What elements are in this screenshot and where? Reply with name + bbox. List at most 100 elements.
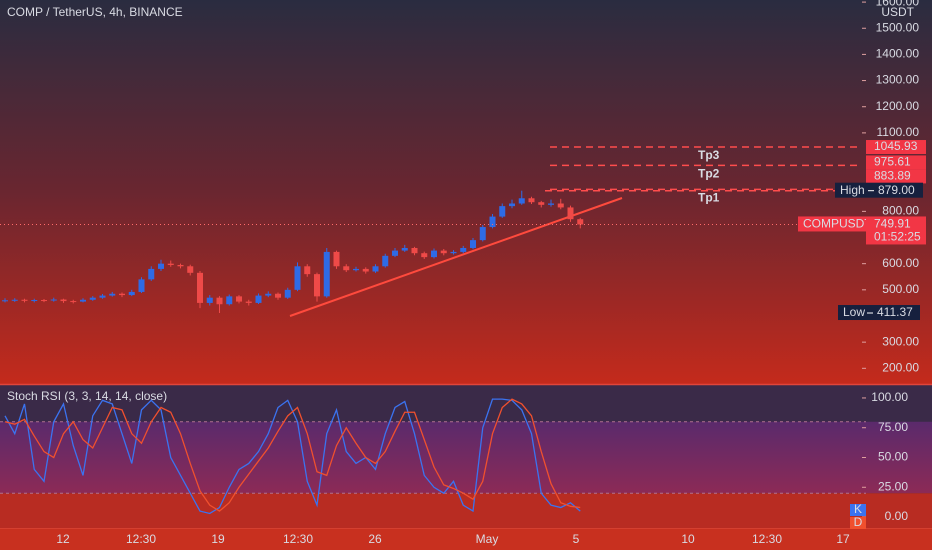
candle-body (177, 264, 184, 267)
y-tick-label: 600.00 (882, 256, 919, 270)
candle-body (245, 301, 252, 303)
x-tick-label: 12:30 (126, 532, 156, 546)
candle-body (392, 250, 398, 256)
countdown: 01:52:25 (874, 230, 921, 244)
candle-body (275, 293, 281, 298)
target-price: 975.61 (874, 155, 911, 169)
y-tick-label: 1300.00 (876, 73, 920, 87)
candle-body (499, 206, 506, 217)
candle-body (372, 266, 379, 272)
candle-body (431, 250, 437, 258)
candle-body (158, 263, 164, 269)
y-tick-label: 0.00 (885, 509, 909, 523)
x-tick-label: 12 (56, 532, 70, 546)
high-label: High (840, 183, 865, 197)
y-tick-label: 1200.00 (876, 99, 920, 113)
candle-body (362, 268, 369, 272)
candle-body (557, 203, 564, 208)
rsi-band (0, 421, 932, 494)
legend-label: D (854, 515, 863, 529)
candle-body (440, 250, 447, 254)
candle-body (109, 293, 116, 296)
candle-body (11, 299, 18, 301)
legend-swatch (850, 504, 866, 516)
x-tick-label: May (476, 532, 499, 546)
candle-body (31, 300, 38, 302)
candle-body (119, 293, 125, 296)
candle-body (470, 240, 476, 248)
candle-body (216, 297, 223, 305)
y-tick-label: 1600.00 (876, 0, 920, 8)
candle-body (489, 216, 496, 228)
candle-body (80, 299, 86, 302)
low-box (838, 305, 920, 321)
low-label: Low (843, 305, 865, 319)
x-tick-label: 19 (211, 532, 225, 546)
chart-title: COMP / TetherUS, 4h, BINANCE (7, 5, 183, 19)
candle-body (226, 296, 233, 305)
candle-body (353, 268, 359, 271)
x-tick-label: 26 (368, 532, 382, 546)
x-tick-label: 12:30 (283, 532, 313, 546)
candle-body (41, 300, 47, 302)
candle-body (60, 299, 67, 302)
candle-body (518, 198, 525, 204)
trend-line (289, 197, 623, 317)
candle-body (138, 279, 145, 292)
candle-body (255, 295, 262, 303)
y-tick-label: 200.00 (882, 360, 919, 374)
low-value: 411.37 (877, 305, 913, 319)
target-price-box (866, 140, 926, 155)
candle-body (89, 297, 96, 300)
candle-body (538, 202, 545, 205)
candle-body (128, 291, 135, 296)
y-tick-label: 1100.00 (877, 125, 920, 139)
target-label: Tp1 (698, 191, 720, 205)
candle-body (314, 274, 320, 297)
candle-body (528, 198, 535, 203)
candle-body (460, 247, 467, 252)
candle-body (479, 227, 486, 241)
candle-body (197, 272, 203, 303)
candle-body (187, 266, 194, 273)
y-tick-label: 50.00 (878, 450, 908, 464)
candle-body (421, 253, 428, 258)
target-price-box (866, 169, 926, 184)
candle-body (401, 247, 408, 251)
y-tick-label: 800.00 (882, 204, 919, 218)
high-box (835, 182, 923, 198)
candle-body (548, 203, 554, 205)
candle-body (2, 300, 8, 302)
y-tick-label: 75.00 (878, 420, 908, 434)
candle-body (382, 255, 389, 267)
high-value: 879.00 (878, 183, 915, 197)
x-tick-label: 17 (836, 532, 850, 546)
y-tick-label: 1400.00 (876, 47, 920, 61)
candle-body (206, 297, 213, 303)
target-price-box (866, 155, 926, 170)
price-pane (0, 0, 932, 384)
candle-body (265, 293, 272, 296)
candle-body (236, 296, 242, 302)
last-price-box (866, 216, 926, 245)
rsi-lower (0, 493, 932, 528)
candle-body (304, 266, 311, 275)
x-tick-label: 10 (681, 532, 695, 546)
candle-body (323, 251, 330, 297)
x-tick-label: 5 (573, 532, 580, 546)
y-tick-label: 300.00 (882, 334, 919, 348)
candle-body (343, 266, 350, 271)
candle-body (167, 263, 174, 265)
y-tick-label: 500.00 (882, 282, 919, 296)
candle-body (411, 247, 418, 254)
candle-body (294, 266, 301, 290)
candle-body (567, 207, 574, 220)
rsi-line (4, 398, 581, 512)
candle-body (148, 268, 155, 280)
target-label: Tp2 (698, 167, 720, 181)
candle-body (509, 203, 515, 207)
candle-body (21, 299, 28, 301)
last-price: 749.91 (874, 217, 911, 231)
y-tick-label: 100.00 (871, 390, 908, 404)
